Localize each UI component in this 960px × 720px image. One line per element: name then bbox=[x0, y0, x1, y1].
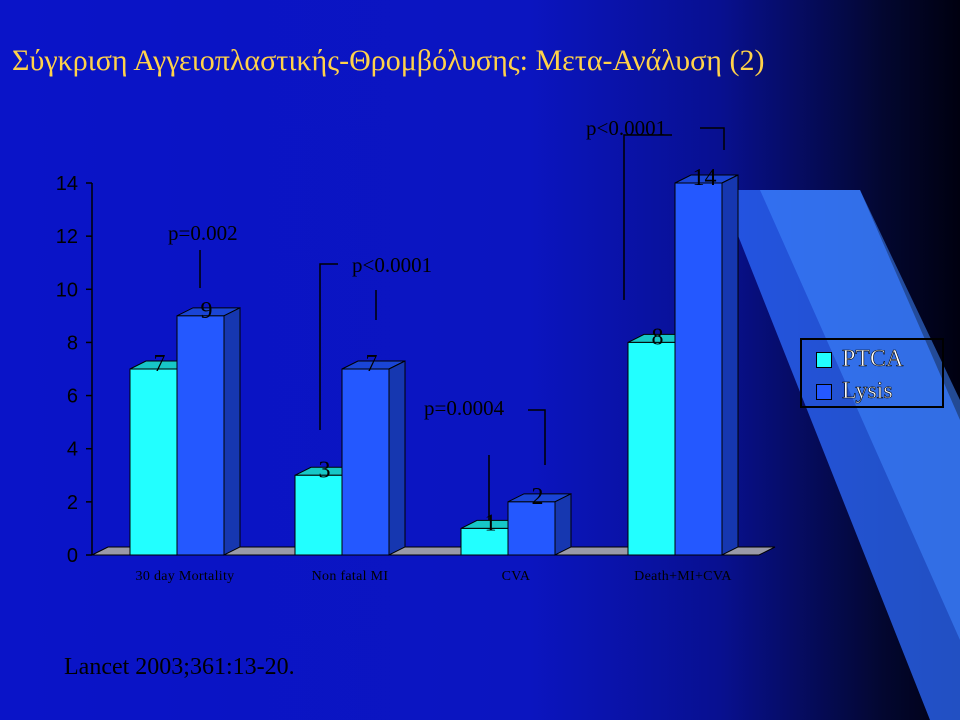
bar-lysis-0-side bbox=[223, 307, 241, 556]
data-label-ptca-1: 3 bbox=[319, 457, 331, 483]
y-tick-label-0: 0 bbox=[67, 545, 78, 567]
bar-lysis-0 bbox=[176, 315, 225, 556]
bar-ptca-2 bbox=[460, 527, 509, 556]
legend-swatch-lysis bbox=[816, 383, 832, 400]
category-label-3: Death+MI+CVA bbox=[634, 569, 732, 584]
data-label-lysis-0: 9 bbox=[201, 298, 213, 324]
p-value-bracket-3 bbox=[623, 134, 672, 300]
category-label-0: 30 day Mortality bbox=[136, 569, 235, 584]
data-label-lysis-1: 7 bbox=[366, 351, 378, 377]
p-value-label-0: p=0.002 bbox=[168, 221, 238, 245]
bar-lysis-3 bbox=[674, 182, 723, 556]
bar-ptca-0 bbox=[129, 368, 178, 556]
data-label-ptca-2: 1 bbox=[485, 510, 497, 536]
p-value-label-3: p<0.0001 bbox=[586, 116, 666, 140]
data-label-lysis-2: 2 bbox=[532, 484, 544, 510]
bar-lysis-2-side bbox=[554, 493, 572, 556]
bar-ptca-1 bbox=[294, 474, 343, 556]
legend-item-ptca: PTCA bbox=[816, 346, 904, 373]
bar-ptca-3 bbox=[627, 341, 676, 556]
citation: Lancet 2003;361:13-20. bbox=[64, 654, 295, 680]
legend-label-ptca: PTCA bbox=[842, 346, 904, 373]
y-tick-label-4: 4 bbox=[67, 439, 78, 461]
y-tick-label-2: 2 bbox=[67, 492, 78, 514]
bar-lysis-2 bbox=[507, 501, 556, 556]
data-label-ptca-0: 7 bbox=[154, 351, 166, 377]
bar-lysis-1-side bbox=[388, 360, 406, 556]
y-tick-label-12: 12 bbox=[56, 226, 78, 248]
y-tick-label-14: 14 bbox=[56, 173, 78, 195]
category-label-1: Non fatal MI bbox=[312, 569, 389, 584]
legend-swatch-ptca bbox=[816, 351, 832, 368]
slide-title: Σύγκριση Αγγειοπλαστικής-Θρομβόλυσης: Με… bbox=[12, 44, 765, 77]
data-label-lysis-3: 14 bbox=[693, 165, 717, 191]
y-tick-label-8: 8 bbox=[67, 332, 78, 354]
p-value-bracket-3 bbox=[700, 127, 725, 150]
p-value-bracket-1 bbox=[319, 263, 338, 430]
p-value-bracket-2 bbox=[528, 409, 546, 465]
y-tick-label-10: 10 bbox=[56, 279, 78, 301]
bar-lysis-1 bbox=[341, 368, 390, 556]
bar-lysis-3-side bbox=[721, 174, 739, 556]
data-label-ptca-3: 8 bbox=[652, 324, 664, 350]
p-value-label-2: p=0.0004 bbox=[424, 396, 505, 420]
y-tick-label-6: 6 bbox=[67, 386, 78, 408]
legend-item-lysis: Lysis bbox=[816, 378, 893, 405]
p-value-label-1: p<0.0001 bbox=[352, 253, 432, 277]
legend-label-lysis: Lysis bbox=[842, 378, 893, 405]
category-label-2: CVA bbox=[502, 569, 531, 584]
chart-legend: PTCA Lysis bbox=[800, 338, 944, 408]
